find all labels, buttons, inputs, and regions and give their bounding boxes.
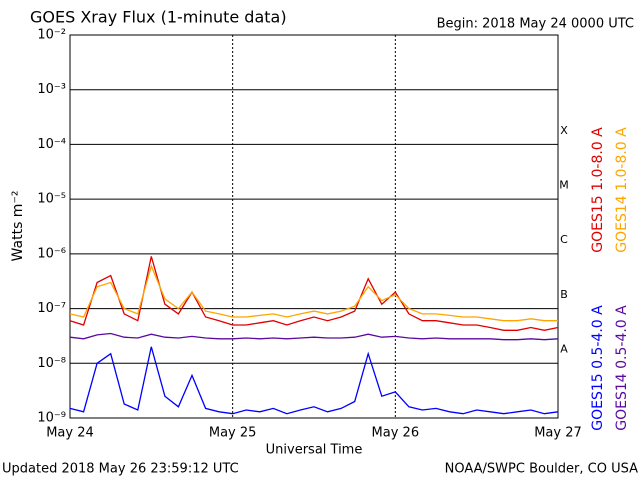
legend-label: GOES15 1.0-8.0 A [590, 127, 606, 253]
footer-left: Updated 2018 May 26 23:59:12 UTC [2, 462, 239, 477]
series-line [69, 256, 559, 331]
series-line [69, 264, 558, 322]
legend-label: GOES15 0.5-4.0 A [590, 305, 606, 431]
x-tick-label: May 27 [534, 426, 582, 441]
y-axis-label: Watts m⁻² [10, 191, 26, 262]
flare-class-label: M [559, 178, 569, 191]
chart-title: GOES Xray Flux (1-minute data) [30, 8, 287, 27]
flare-class-label: C [560, 233, 568, 246]
y-tick-label: 10⁻⁴ [37, 137, 66, 152]
y-tick-label: 10⁻² [37, 28, 66, 43]
flare-class-label: B [560, 288, 568, 301]
flare-class-label: A [560, 343, 568, 356]
y-tick-label: 10⁻³ [37, 82, 66, 97]
footer-right: NOAA/SWPC Boulder, CO USA [445, 462, 638, 477]
legend-label: GOES14 1.0-8.0 A [614, 127, 630, 253]
x-tick-label: May 24 [46, 426, 94, 441]
plot-frame [69, 34, 559, 419]
y-tick-label: 10⁻⁵ [37, 192, 66, 207]
series-line [69, 346, 559, 415]
legend-label: GOES14 0.5-4.0 A [614, 305, 630, 431]
x-tick-label: May 26 [372, 426, 420, 441]
y-tick-label: 10⁻⁷ [37, 301, 66, 316]
x-tick-label: May 25 [209, 426, 257, 441]
y-tick-label: 10⁻⁸ [37, 356, 66, 371]
series-line [69, 332, 559, 341]
flare-class-label: X [560, 124, 568, 137]
y-tick-label: 10⁻⁹ [37, 411, 66, 426]
y-tick-label: 10⁻⁶ [37, 246, 66, 261]
x-axis-label: Universal Time [266, 443, 363, 458]
chart-subtitle: Begin: 2018 May 24 0000 UTC [437, 17, 634, 32]
